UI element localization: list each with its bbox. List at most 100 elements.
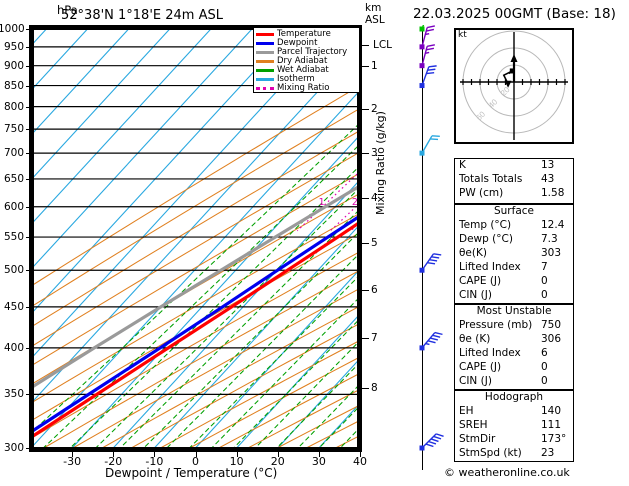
surface-row: Dewp (°C) 7.3 <box>455 233 573 247</box>
plot-border-top <box>29 25 362 30</box>
pressure-tick-label: 400 <box>3 341 24 354</box>
legend-item: Wet Adiabat <box>256 66 359 75</box>
row-value: 173° <box>541 433 567 445</box>
skewt-plot <box>31 29 360 448</box>
row-key: SREH <box>459 419 488 431</box>
row-key: CIN (J) <box>459 375 492 387</box>
legend-label: Temperature <box>277 29 331 39</box>
legend-swatch <box>256 51 274 54</box>
hodograph-panel: 20 40 60 <box>454 28 574 144</box>
legend-item: Dry Adiabat <box>256 57 359 66</box>
row-key: CAPE (J) <box>459 361 502 373</box>
row-key: Pressure (mb) <box>459 319 533 331</box>
temperature-tick-label: 0 <box>192 455 199 468</box>
row-value: 0 <box>541 275 548 287</box>
pressure-tick <box>26 347 32 349</box>
row-key: Totals Totals <box>459 173 523 185</box>
pressure-tick-label: 350 <box>3 388 24 401</box>
pressure-tick-label: 750 <box>3 123 24 136</box>
legend-label: Dewpoint <box>277 38 318 48</box>
hodograph-ring-label: 20 <box>499 85 512 98</box>
surface-row: θe(K) 303 <box>455 247 573 261</box>
row-key: Dewp (°C) <box>459 233 513 245</box>
height-tick-label: 7 <box>371 332 378 345</box>
row-value: 7.3 <box>541 233 558 245</box>
index-row: K 13 <box>455 159 573 173</box>
legend-label: Dry Adiabat <box>277 56 328 66</box>
legend-item: Mixing Ratio <box>256 84 359 93</box>
temperature-tick-label: 40 <box>353 455 367 468</box>
pressure-tick-label: 500 <box>3 264 24 277</box>
pressure-tick-label: 300 <box>3 442 24 454</box>
pressure-tick <box>26 106 32 108</box>
row-value: 140 <box>541 405 562 417</box>
plot-border-bottom <box>29 447 362 452</box>
pressure-tick <box>26 206 32 208</box>
legend-swatch <box>256 69 274 72</box>
x-axis-label: Dewpoint / Temperature (°C) <box>105 466 278 480</box>
pressure-tick-label: 900 <box>3 59 24 72</box>
temperature-tick <box>318 452 320 457</box>
pressure-tick <box>26 29 32 30</box>
run-datetime: 22.03.2025 00GMT (Base: 18) <box>413 6 616 22</box>
pressure-tick-label: 700 <box>3 147 24 160</box>
pressure-tick <box>26 270 32 272</box>
temperature-tick <box>236 452 238 457</box>
height-tick <box>362 388 369 390</box>
row-value: 1.58 <box>541 187 565 199</box>
pressure-tick <box>26 153 32 155</box>
surface-row: CAPE (J) 0 <box>455 275 573 289</box>
height-tick-label: 3 <box>371 146 378 159</box>
pressure-tick-label: 800 <box>3 100 24 113</box>
hodograph-ring-label: 60 <box>474 109 487 122</box>
row-key: StmDir <box>459 433 496 445</box>
row-value: 111 <box>541 419 562 431</box>
pressure-tick <box>26 237 32 239</box>
pressure-tick <box>26 46 32 48</box>
hodograph-row: StmDir 173° <box>455 433 573 447</box>
legend-label: Parcel Trajectory <box>277 47 348 57</box>
legend-item: Parcel Trajectory <box>256 48 359 57</box>
tbl-surface-title: Surface <box>493 205 534 217</box>
height-unit-label-2: ASL <box>365 14 385 26</box>
row-key: CIN (J) <box>459 289 492 301</box>
row-value: 7 <box>541 261 548 273</box>
pressure-unit-label: hPa <box>57 3 78 17</box>
pressure-tick <box>26 306 32 308</box>
row-key: PW (cm) <box>459 187 504 199</box>
row-value: 306 <box>541 333 562 345</box>
legend-swatch <box>256 78 274 81</box>
most-unstable-row: CIN (J) 0 <box>455 375 573 389</box>
legend-swatch <box>256 33 274 36</box>
height-tick-label: 6 <box>371 284 378 297</box>
hodograph-row: EH 140 <box>455 405 573 419</box>
height-tick-label: 8 <box>371 382 378 395</box>
lcl-label: LCL <box>373 39 393 52</box>
row-value: 303 <box>541 247 562 259</box>
height-tick <box>362 243 369 245</box>
pressure-tick-label: 950 <box>3 40 24 53</box>
temperature-tick <box>154 452 156 457</box>
height-tick <box>362 290 369 292</box>
most-unstable-row: Pressure (mb) 750 <box>455 319 573 333</box>
temperature-tick-label: 30 <box>311 455 326 468</box>
height-tick <box>362 338 369 340</box>
height-tick <box>362 108 369 110</box>
copyright-footer: © weatheronline.co.uk <box>444 466 570 479</box>
height-tick <box>362 152 369 154</box>
index-row: Totals Totals 43 <box>455 173 573 187</box>
most-unstable-row: CAPE (J) 0 <box>455 361 573 375</box>
pressure-tick <box>26 394 32 396</box>
temperature-tick-label: -10 <box>145 455 164 468</box>
height-tick <box>362 197 369 199</box>
pressure-tick-label: 650 <box>3 172 24 185</box>
legend-label: Wet Adiabat <box>277 65 329 75</box>
pressure-tick-label: 450 <box>3 300 24 313</box>
pressure-tick <box>26 129 32 131</box>
row-value: 43 <box>541 173 555 185</box>
row-value: 0 <box>541 289 548 301</box>
row-key: θe (K) <box>459 333 491 345</box>
height-unit-label-1: km <box>365 2 382 14</box>
mixing-ratio-axis-label: Mixing Ratio (g/kg) <box>374 111 387 215</box>
